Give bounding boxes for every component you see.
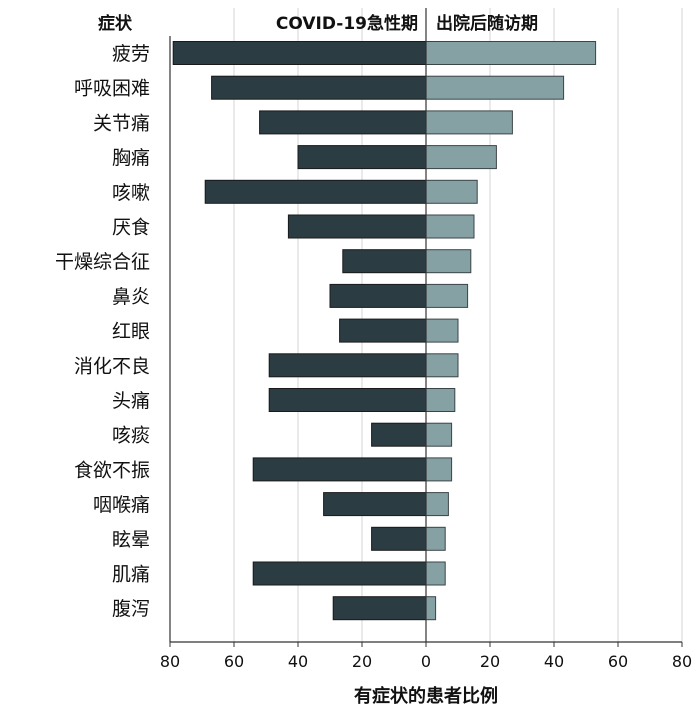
bar-follow-up — [425, 41, 597, 65]
category-header: 症状 — [98, 13, 133, 34]
bar-acute — [371, 422, 427, 447]
legend-follow-up-phase: 出院后随访期 — [436, 13, 538, 34]
category-label: 干燥综合征 — [55, 251, 150, 273]
x-tick-label: 40 — [544, 652, 564, 671]
bar-follow-up — [425, 249, 472, 274]
bar-follow-up — [425, 596, 437, 621]
x-tick-label: 20 — [352, 652, 372, 671]
bar-acute — [342, 249, 427, 274]
bar-acute — [287, 214, 427, 239]
x-tick-label: 80 — [160, 652, 180, 671]
bars — [172, 41, 597, 621]
bar-follow-up — [425, 457, 453, 482]
bar-follow-up — [425, 422, 453, 447]
bar-follow-up — [425, 75, 565, 100]
category-label: 腹泻 — [112, 598, 150, 620]
bar-acute — [252, 561, 427, 586]
bar-follow-up — [425, 526, 446, 551]
bar-follow-up — [425, 318, 459, 343]
category-label: 肌痛 — [112, 564, 150, 586]
category-label: 咽喉痛 — [93, 494, 150, 516]
bar-acute — [332, 596, 427, 621]
category-label: 鼻炎 — [112, 286, 150, 308]
legend-acute-phase: COVID-19急性期 — [276, 13, 418, 34]
bar-acute — [339, 318, 427, 343]
bar-acute — [268, 388, 427, 412]
category-label: 疲劳 — [112, 43, 150, 65]
axes: 80 60 40 20 0 20 40 60 80 — [160, 8, 692, 671]
x-tick-label: 60 — [224, 652, 244, 671]
bar-acute — [252, 457, 427, 482]
x-tick-label: 40 — [288, 652, 308, 671]
x-tick-label: 60 — [608, 652, 628, 671]
category-label: 咳嗽 — [112, 182, 150, 204]
bar-acute — [204, 179, 427, 204]
category-label: 头痛 — [112, 390, 150, 412]
bar-follow-up — [425, 214, 475, 239]
bar-follow-up — [425, 283, 469, 308]
bar-acute — [323, 492, 427, 517]
category-label: 消化不良 — [74, 355, 150, 377]
category-label: 关节痛 — [93, 112, 150, 134]
x-tick-label: 80 — [672, 652, 692, 671]
bar-acute — [259, 110, 427, 135]
category-label: 红眼 — [112, 321, 150, 343]
category-labels: 疲劳呼吸困难关节痛胸痛咳嗽厌食干燥综合征鼻炎红眼消化不良头痛咳痰食欲不振咽喉痛眩… — [55, 43, 150, 620]
bar-follow-up — [425, 145, 497, 170]
category-label: 咳痰 — [112, 425, 150, 447]
x-axis-title: 有症状的患者比例 — [354, 685, 498, 707]
bar-acute — [172, 41, 427, 65]
x-tick-label: 20 — [480, 652, 500, 671]
bar-acute — [371, 526, 427, 551]
bar-acute — [211, 75, 427, 100]
category-label: 眩晕 — [112, 529, 150, 551]
category-label: 呼吸困难 — [74, 78, 150, 100]
bar-acute — [329, 283, 427, 308]
bar-acute — [268, 353, 427, 378]
bar-follow-up — [425, 179, 478, 204]
category-label: 食欲不振 — [74, 459, 150, 481]
category-label: 胸痛 — [112, 147, 150, 169]
bar-follow-up — [425, 110, 513, 135]
bar-follow-up — [425, 561, 446, 586]
bar-acute — [297, 145, 427, 170]
category-label: 厌食 — [112, 217, 150, 239]
bar-follow-up — [425, 388, 456, 412]
bar-follow-up — [425, 492, 449, 517]
bar-follow-up — [425, 353, 459, 378]
x-tick-label: 0 — [421, 652, 431, 671]
